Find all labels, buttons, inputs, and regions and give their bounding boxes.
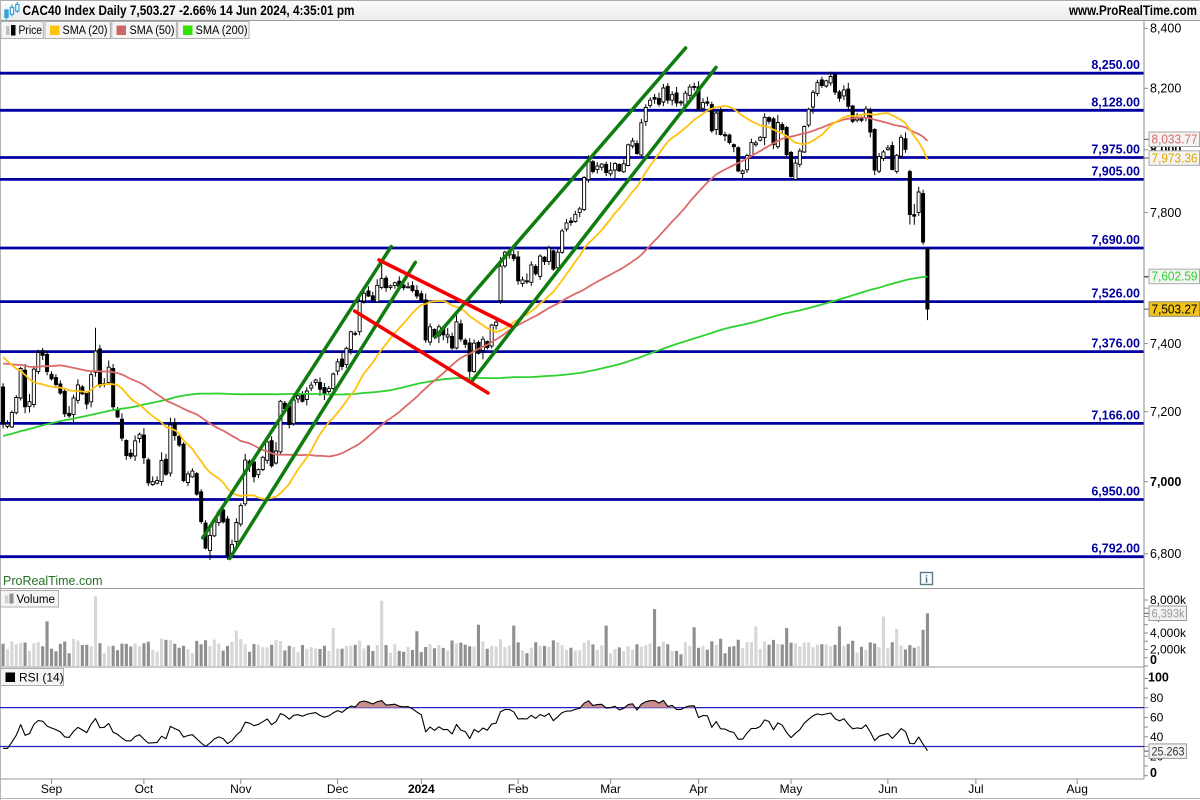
svg-text:25.263: 25.263 bbox=[1152, 744, 1185, 758]
svg-text:6,800: 6,800 bbox=[1150, 547, 1181, 561]
svg-text:8,200: 8,200 bbox=[1150, 82, 1181, 96]
svg-text:40: 40 bbox=[1150, 730, 1164, 744]
svg-text:8,033.77: 8,033.77 bbox=[1152, 133, 1198, 147]
svg-text:6,393k: 6,393k bbox=[1152, 607, 1186, 621]
svg-text:7,800: 7,800 bbox=[1150, 206, 1181, 220]
svg-text:www.ProRealTime.com: www.ProRealTime.com bbox=[1068, 3, 1197, 18]
svg-text:Price: Price bbox=[19, 25, 43, 37]
svg-text:CAC40 Index Daily 7,503.27 -2.: CAC40 Index Daily 7,503.27 -2.66% 14 Jun… bbox=[23, 3, 355, 18]
svg-text:7,973.36: 7,973.36 bbox=[1152, 151, 1198, 165]
svg-text:Jun: Jun bbox=[878, 782, 897, 796]
svg-text:Sep: Sep bbox=[41, 782, 63, 796]
svg-text:2,000k: 2,000k bbox=[1150, 643, 1187, 657]
svg-text:7,905.00: 7,905.00 bbox=[1091, 164, 1140, 178]
svg-text:Mar: Mar bbox=[600, 782, 621, 796]
svg-text:7,690.00: 7,690.00 bbox=[1091, 233, 1140, 247]
svg-text:8,128.00: 8,128.00 bbox=[1091, 95, 1140, 109]
svg-text:0: 0 bbox=[1150, 653, 1157, 667]
svg-text:Nov: Nov bbox=[230, 782, 251, 796]
svg-text:100: 100 bbox=[1148, 671, 1169, 685]
svg-text:7,526.00: 7,526.00 bbox=[1091, 287, 1140, 301]
svg-text:May: May bbox=[780, 782, 803, 796]
svg-text:80: 80 bbox=[1150, 691, 1164, 705]
svg-text:8,400: 8,400 bbox=[1150, 22, 1181, 36]
svg-text:60: 60 bbox=[1150, 711, 1164, 725]
svg-text:Jul: Jul bbox=[968, 782, 983, 796]
svg-text:SMA (200): SMA (200) bbox=[196, 25, 248, 37]
svg-text:7,166.00: 7,166.00 bbox=[1091, 408, 1140, 422]
svg-text:7,000: 7,000 bbox=[1150, 475, 1181, 489]
svg-text:2024: 2024 bbox=[408, 782, 435, 796]
svg-text:7,602.59: 7,602.59 bbox=[1152, 270, 1198, 284]
svg-text:ProRealTime.com: ProRealTime.com bbox=[3, 574, 103, 588]
svg-text:4,000k: 4,000k bbox=[1150, 626, 1187, 640]
svg-text:Apr: Apr bbox=[689, 782, 708, 796]
svg-text:7,503.27: 7,503.27 bbox=[1152, 302, 1198, 316]
svg-text:7,200: 7,200 bbox=[1150, 405, 1181, 419]
svg-text:Aug: Aug bbox=[1067, 782, 1088, 796]
svg-text:i: i bbox=[925, 575, 928, 586]
svg-text:7,376.00: 7,376.00 bbox=[1091, 337, 1140, 351]
svg-text:7,400: 7,400 bbox=[1150, 337, 1181, 351]
svg-text:Oct: Oct bbox=[135, 782, 154, 796]
svg-text:SMA (20): SMA (20) bbox=[63, 25, 108, 37]
svg-text:RSI (14): RSI (14) bbox=[19, 671, 64, 685]
svg-text:6,792.00: 6,792.00 bbox=[1091, 542, 1140, 556]
svg-text:Volume: Volume bbox=[17, 594, 55, 606]
svg-text:Feb: Feb bbox=[508, 782, 529, 796]
svg-text:SMA (50): SMA (50) bbox=[130, 25, 175, 37]
svg-text:8,250.00: 8,250.00 bbox=[1091, 58, 1140, 72]
svg-text:7,975.00: 7,975.00 bbox=[1091, 143, 1140, 157]
svg-text:Dec: Dec bbox=[327, 782, 348, 796]
svg-text:0: 0 bbox=[1150, 766, 1157, 780]
svg-text:6,950.00: 6,950.00 bbox=[1091, 485, 1140, 499]
svg-text:8,000k: 8,000k bbox=[1150, 593, 1187, 607]
